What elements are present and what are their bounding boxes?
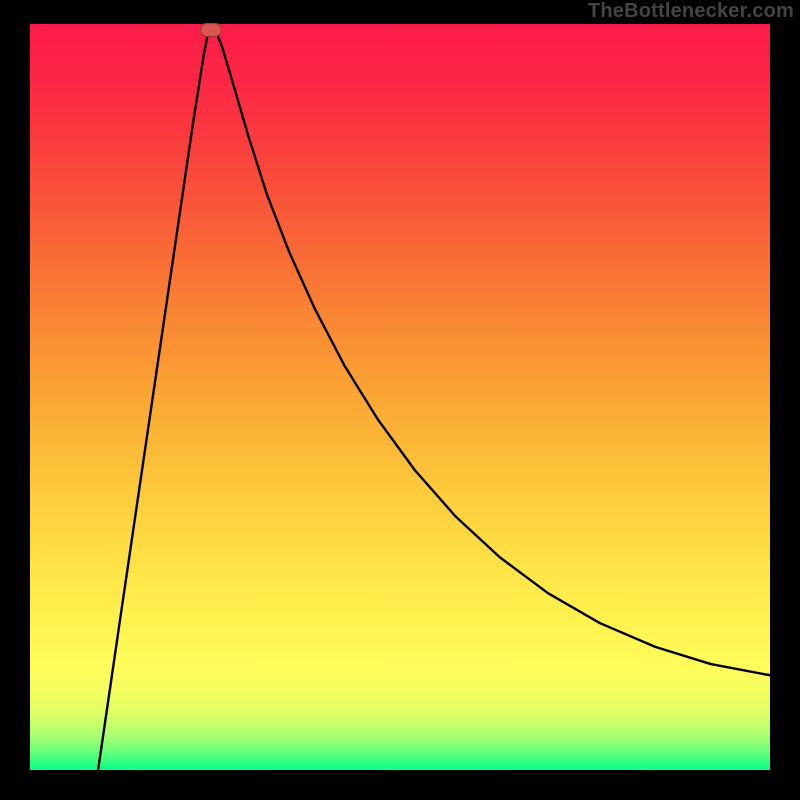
chart-container: TheBottlenecker.com bbox=[0, 0, 800, 800]
attribution-text: TheBottlenecker.com bbox=[588, 0, 794, 23]
optimum-marker bbox=[200, 23, 222, 37]
bottleneck-curve bbox=[98, 25, 770, 770]
plot-area bbox=[30, 24, 770, 770]
curve-svg bbox=[30, 24, 770, 770]
